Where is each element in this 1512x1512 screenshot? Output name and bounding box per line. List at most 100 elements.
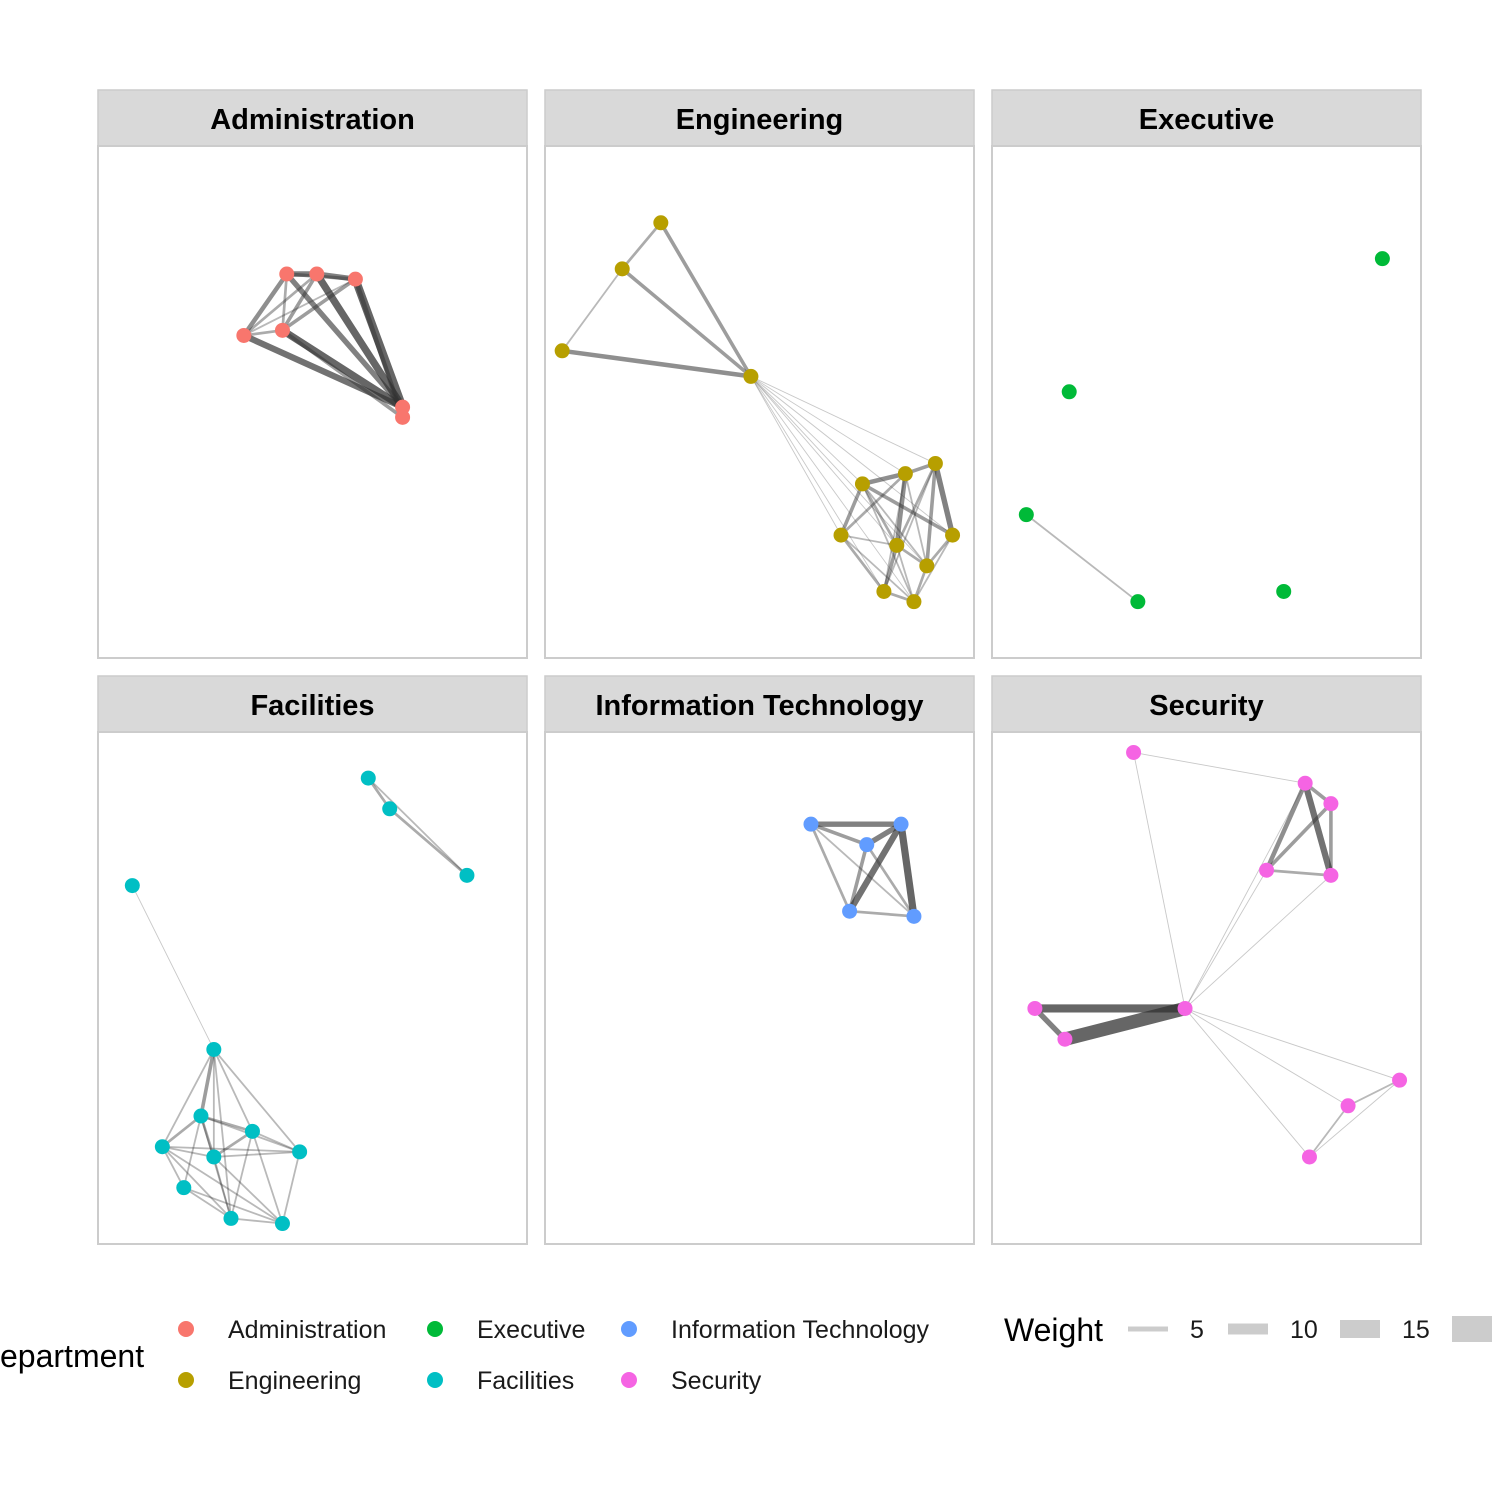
- legend-label: Executive: [477, 1316, 585, 1344]
- node: [1340, 1098, 1356, 1114]
- edge: [281, 1150, 301, 1225]
- edge: [861, 482, 899, 547]
- panel-strip: [544, 89, 975, 147]
- edge: [846, 821, 905, 915]
- nodes: [1018, 251, 1390, 610]
- edge: [750, 375, 898, 546]
- facet-panels: Administration Engineering Executive Facili…: [97, 89, 1422, 1245]
- node: [360, 770, 376, 786]
- edge: [620, 267, 753, 379]
- node: [309, 266, 325, 282]
- panel-title: Facilities: [250, 690, 374, 722]
- legend-items: Administration Engineering Executive Facili…: [178, 1316, 930, 1395]
- node: [1301, 1149, 1317, 1165]
- edge: [240, 332, 406, 411]
- node: [292, 1144, 308, 1160]
- edge: [659, 221, 753, 379]
- legend-item-administration: Administration: [178, 1316, 386, 1344]
- edge: [182, 1186, 232, 1220]
- panel-information-technology: Information Technology: [544, 675, 975, 1245]
- node: [906, 908, 922, 924]
- panel-plot-area: [97, 731, 528, 1245]
- node: [1259, 862, 1275, 878]
- edge: [839, 472, 907, 537]
- panel-plot-area: [97, 145, 528, 659]
- edge: [161, 1145, 284, 1225]
- panel-facilities: Facilities: [97, 675, 528, 1245]
- edge: [861, 483, 928, 567]
- node: [206, 1041, 222, 1057]
- node: [347, 271, 363, 287]
- edge: [1184, 1008, 1401, 1081]
- panel-security: Security: [991, 675, 1422, 1245]
- node: [842, 903, 858, 919]
- node: [859, 837, 875, 853]
- node: [274, 322, 290, 338]
- node: [1177, 1000, 1193, 1016]
- edge: [1133, 752, 1306, 784]
- panel-engineering: Engineering: [544, 89, 975, 659]
- panel-plot-area: [544, 145, 975, 659]
- size-legend-item: 15: [1340, 1316, 1430, 1344]
- edge: [895, 462, 937, 547]
- legend-item-information-technology: Information Technology: [621, 1316, 930, 1344]
- edge: [278, 326, 407, 411]
- edge: [280, 272, 319, 333]
- legend-title: epartment: [0, 1338, 144, 1374]
- legend-label: Facilities: [477, 1367, 574, 1395]
- size-key: [1340, 1320, 1380, 1338]
- legend-key: [178, 1372, 194, 1388]
- edge: [1058, 1001, 1192, 1046]
- edge: [1308, 1104, 1349, 1158]
- nodes: [554, 215, 961, 610]
- edge: [620, 221, 663, 271]
- edge: [1347, 1079, 1401, 1107]
- edge: [895, 544, 915, 603]
- edge: [750, 375, 915, 603]
- edge: [1133, 752, 1186, 1009]
- edge: [388, 807, 469, 877]
- panel-plot-area: [544, 731, 975, 1245]
- edge: [809, 822, 869, 847]
- edge: [750, 375, 936, 464]
- edge: [750, 375, 953, 536]
- edge: [212, 1150, 301, 1158]
- edge: [1309, 1079, 1401, 1158]
- edge: [281, 272, 289, 332]
- edge: [1184, 869, 1268, 1009]
- legend-key: [621, 1321, 637, 1337]
- node: [395, 409, 411, 425]
- panel-title: Information Technology: [595, 690, 923, 722]
- legend-key: [621, 1372, 637, 1388]
- edge: [1184, 874, 1332, 1009]
- node: [889, 537, 905, 553]
- node: [876, 583, 892, 599]
- edge: [161, 1145, 301, 1153]
- edge: [848, 909, 916, 918]
- edge: [810, 823, 915, 918]
- edge: [313, 270, 407, 411]
- node: [1276, 583, 1292, 599]
- legend-label: Security: [671, 1367, 762, 1395]
- node: [124, 878, 140, 894]
- node: [919, 558, 935, 574]
- legend-label: Administration: [228, 1316, 386, 1344]
- node: [1323, 867, 1339, 883]
- edge: [230, 1130, 254, 1220]
- edge: [182, 1115, 202, 1189]
- node: [236, 327, 252, 343]
- edge: [840, 534, 898, 547]
- edge: [182, 1186, 284, 1225]
- edge: [251, 1130, 301, 1153]
- node: [1061, 384, 1077, 400]
- edge: [882, 543, 899, 594]
- node: [154, 1139, 170, 1155]
- edge: [251, 1130, 284, 1225]
- legend-item-security: Security: [621, 1367, 762, 1395]
- edge: [242, 272, 319, 337]
- legend-key: [178, 1321, 194, 1337]
- edge: [847, 842, 869, 914]
- edge: [1184, 782, 1306, 1009]
- edge: [353, 276, 405, 420]
